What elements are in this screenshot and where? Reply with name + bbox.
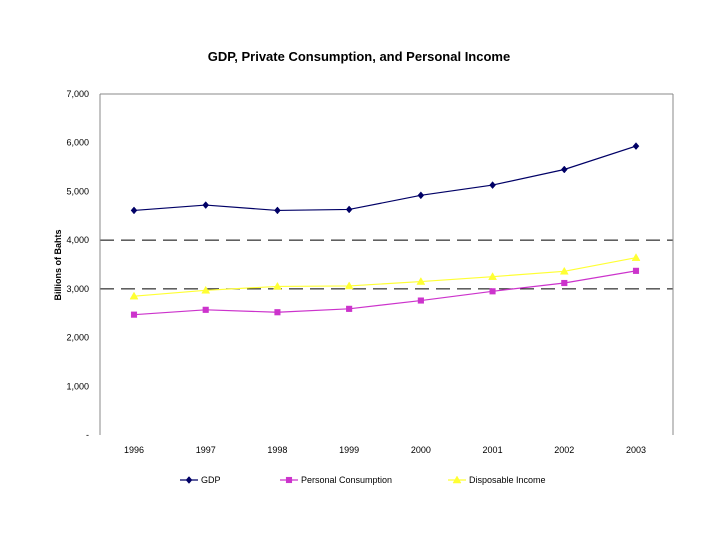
data-point-disposable-income	[559, 266, 569, 275]
x-tick-label: 2002	[554, 445, 574, 455]
data-point-personal-consumption	[489, 288, 496, 295]
x-tick-label: 1996	[124, 445, 144, 455]
y-tick-labels: - 1,000 2,000 3,000 4,000 5,000 6,000 7,000	[66, 89, 89, 440]
y-tick-label: 2,000	[66, 333, 89, 343]
y-tick-label: 3,000	[66, 284, 89, 294]
data-point-disposable-income	[129, 291, 139, 300]
x-tick-labels: 1996 1997 1998 1999 2000 2001 2002 2003	[124, 445, 646, 455]
legend-marker-gdp	[185, 476, 193, 484]
data-point-gdp	[345, 205, 353, 214]
legend-marker-disposable-income	[452, 475, 462, 484]
legend-label-gdp: GDP	[201, 475, 221, 485]
y-tick-label: -	[86, 430, 89, 440]
data-point-gdp	[130, 206, 138, 215]
data-point-disposable-income	[631, 253, 641, 261]
chart-title: GDP, Private Consumption, and Personal I…	[208, 49, 510, 64]
data-point-gdp	[202, 201, 210, 209]
y-tick-label: 7,000	[66, 89, 89, 99]
series-disposable-income	[129, 253, 641, 300]
legend: GDP Personal Consumption Disposable Income	[180, 475, 546, 485]
series-personal-consumption	[130, 267, 640, 318]
y-tick-label: 6,000	[66, 138, 89, 148]
data-point-personal-consumption	[632, 267, 640, 274]
data-point-personal-consumption	[274, 309, 281, 316]
legend-item-disposable-income: Disposable Income	[448, 475, 546, 485]
x-tick-label: 1998	[267, 445, 287, 455]
data-point-personal-consumption	[130, 311, 138, 318]
series-line-gdp	[133, 145, 637, 212]
series-gdp	[130, 142, 640, 215]
data-point-gdp	[560, 165, 568, 174]
x-tick-label: 1997	[196, 445, 216, 455]
data-point-gdp	[274, 206, 281, 215]
x-tick-label: 2000	[411, 445, 431, 455]
series-line-personal-consumption	[133, 270, 637, 316]
y-tick-label: 1,000	[66, 381, 89, 391]
y-tick-label: 5,000	[66, 186, 89, 196]
y-axis-label: Billions of Bahts	[53, 229, 63, 300]
x-tick-label: 2001	[483, 445, 503, 455]
legend-item-personal-consumption: Personal Consumption	[280, 475, 392, 485]
legend-marker-personal-consumption	[285, 476, 293, 484]
series-layer	[129, 142, 641, 318]
data-point-gdp	[489, 181, 496, 189]
data-point-personal-consumption	[202, 306, 209, 313]
data-point-disposable-income	[488, 272, 498, 280]
data-point-disposable-income	[272, 281, 282, 290]
y-tick-label: 4,000	[66, 235, 89, 245]
data-point-disposable-income	[201, 285, 211, 294]
data-point-disposable-income	[344, 281, 354, 290]
x-tick-label: 2003	[626, 445, 646, 455]
data-point-personal-consumption	[417, 297, 424, 304]
data-point-gdp	[632, 142, 640, 151]
series-line-disposable-income	[133, 257, 637, 297]
axes	[99, 93, 674, 435]
gridlines	[100, 239, 673, 290]
legend-item-gdp: GDP	[180, 475, 221, 485]
data-point-personal-consumption	[561, 279, 568, 287]
data-point-personal-consumption	[346, 305, 353, 312]
legend-label-personal-consumption: Personal Consumption	[301, 475, 392, 485]
legend-label-disposable-income: Disposable Income	[469, 475, 546, 485]
data-point-gdp	[417, 191, 425, 200]
x-tick-label: 1999	[339, 445, 359, 455]
data-point-disposable-income	[416, 277, 426, 285]
